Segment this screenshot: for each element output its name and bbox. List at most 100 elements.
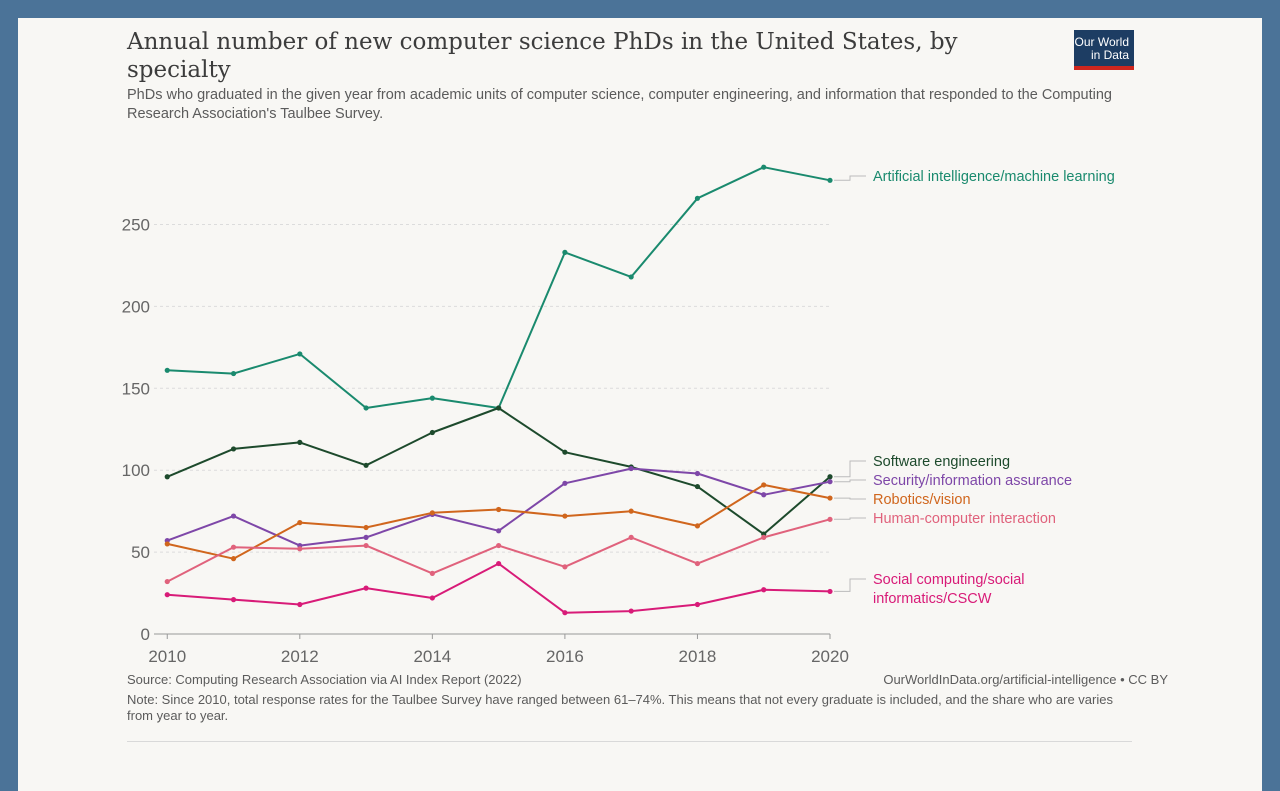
logo-line-2: in Data — [1090, 48, 1129, 62]
series-3 — [164, 482, 833, 562]
data-point — [628, 465, 634, 472]
series-label: Security/information assurance — [873, 473, 1072, 489]
data-point — [496, 542, 502, 549]
data-point — [562, 480, 568, 486]
x-tick-label: 2018 — [679, 647, 717, 666]
data-point — [562, 513, 568, 519]
data-point — [628, 274, 634, 280]
label-connector — [834, 517, 866, 520]
data-point — [496, 560, 502, 567]
data-point — [628, 534, 634, 540]
data-point — [429, 595, 435, 601]
y-tick-label: 50 — [131, 543, 150, 562]
y-tick-label: 100 — [122, 461, 150, 480]
data-point — [230, 513, 237, 519]
data-point — [297, 601, 303, 608]
data-point — [496, 405, 502, 411]
x-tick-label: 2014 — [413, 647, 451, 666]
data-point — [429, 510, 435, 516]
data-point — [429, 570, 435, 576]
chart-card — [18, 18, 1262, 791]
x-tick-label: 2010 — [148, 647, 186, 666]
data-point — [562, 564, 568, 570]
data-point — [761, 482, 767, 488]
data-point — [363, 524, 369, 531]
data-point — [562, 449, 568, 455]
x-tick-label: 2012 — [281, 647, 319, 666]
data-point — [694, 523, 701, 529]
data-point — [562, 249, 568, 255]
data-point — [827, 479, 833, 485]
label-connector — [834, 578, 866, 592]
data-point — [628, 508, 634, 514]
data-point — [694, 483, 701, 490]
label-connector — [834, 175, 866, 181]
footer-note: Note: Since 2010, total response rates f… — [127, 692, 1113, 723]
data-point — [429, 429, 435, 436]
series-line — [167, 166, 831, 409]
footer-source: Source: Computing Research Association v… — [127, 672, 522, 687]
series-label: Robotics/vision — [873, 492, 971, 508]
data-point — [761, 587, 767, 593]
data-point — [761, 534, 767, 540]
data-point — [164, 578, 170, 585]
data-point — [363, 405, 369, 411]
label-connector — [834, 460, 866, 478]
data-point — [694, 470, 701, 477]
series-0 — [164, 164, 833, 411]
data-point — [827, 177, 833, 183]
footer-divider — [127, 741, 1132, 742]
data-point — [164, 367, 170, 373]
owid-logo[interactable]: Our World in Data — [1074, 30, 1134, 70]
series-label: Software engineering — [873, 454, 1010, 470]
series-label: Social computing/social informatics/CSCW — [873, 572, 1025, 607]
data-point — [761, 164, 767, 170]
data-point — [694, 560, 701, 567]
data-point — [827, 474, 833, 480]
data-point — [297, 520, 303, 526]
data-point — [363, 542, 369, 549]
footer-url[interactable]: OurWorldInData.org/artificial-intelligen… — [883, 672, 1168, 687]
data-point — [694, 601, 701, 608]
y-tick-label: 0 — [141, 625, 150, 644]
y-tick-label: 200 — [122, 297, 150, 316]
data-point — [694, 195, 701, 201]
series-5 — [164, 560, 833, 616]
y-tick-label: 250 — [122, 216, 150, 235]
label-connector — [834, 497, 866, 500]
series-label: Human-computer interaction — [873, 511, 1056, 527]
data-point — [230, 446, 237, 452]
series-1 — [164, 405, 833, 537]
data-point — [363, 534, 369, 540]
data-point — [297, 546, 303, 552]
data-point — [562, 610, 568, 616]
data-point — [297, 351, 303, 357]
data-point — [827, 516, 833, 522]
data-point — [363, 462, 369, 468]
data-point — [363, 585, 369, 591]
chart-title: Annual number of new computer science Ph… — [127, 29, 958, 83]
data-point — [496, 506, 502, 513]
data-point — [230, 544, 237, 550]
data-point — [230, 556, 237, 562]
label-connector — [834, 479, 866, 483]
data-point — [761, 492, 767, 498]
series-line — [167, 562, 831, 614]
data-point — [230, 597, 237, 603]
data-point — [496, 528, 502, 534]
data-point — [164, 541, 170, 547]
data-point — [230, 370, 237, 377]
data-point — [429, 395, 435, 401]
data-point — [827, 495, 833, 501]
y-tick-label: 150 — [122, 379, 150, 398]
series-line — [166, 407, 831, 536]
data-point — [297, 439, 303, 445]
x-tick-label: 2016 — [546, 647, 584, 666]
data-point — [628, 608, 634, 614]
x-tick-label: 2020 — [811, 647, 849, 666]
series-label: Artificial intelligence/machine learning — [873, 169, 1115, 185]
data-point — [164, 592, 170, 598]
series-4 — [164, 516, 833, 585]
chart-subtitle: PhDs who graduated in the given year fro… — [127, 87, 1112, 122]
